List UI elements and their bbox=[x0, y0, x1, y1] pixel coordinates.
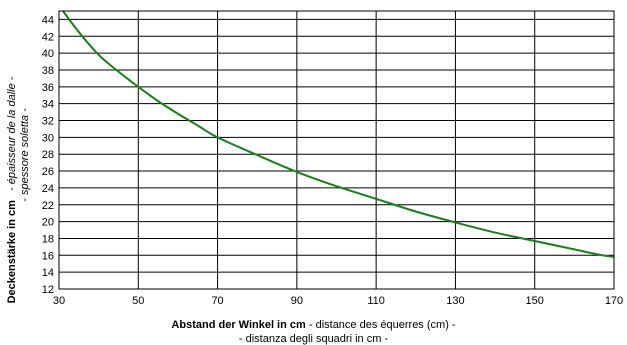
y-tick-label: 40 bbox=[42, 48, 54, 60]
y-tick-label: 18 bbox=[42, 233, 54, 245]
y-axis-label-line-2: - spessore soletta - bbox=[19, 108, 31, 202]
x-tick-label: 110 bbox=[367, 295, 385, 307]
y-axis-label-bold: Deckenstärke in cm bbox=[6, 200, 18, 304]
x-tick-label: 50 bbox=[132, 295, 144, 307]
plot-frame bbox=[58, 10, 615, 290]
y-tick-label: 16 bbox=[42, 250, 54, 262]
y-tick-labels: 12 14 16 18 20 22 24 26 28 30 32 34 36 38 40 42 44 bbox=[42, 14, 54, 296]
x-tick-label: 130 bbox=[446, 295, 464, 307]
y-axis-label: Deckenstärke in cm - épaisseur de la dal… bbox=[6, 76, 18, 303]
x-axis-label: Abstand der Winkel in cm - distance des … bbox=[0, 319, 627, 331]
x-axis-label-bold: Abstand der Winkel in cm bbox=[171, 319, 306, 331]
y-tick-label: 12 bbox=[42, 284, 54, 296]
y-tick-label: 44 bbox=[42, 14, 54, 26]
x-tick-labels: 30 50 70 90 110 130 150 170 bbox=[53, 295, 623, 307]
x-tick-label: 30 bbox=[53, 295, 65, 307]
y-tick-label: 36 bbox=[42, 82, 54, 94]
x-axis-label-rest: - distance des équerres (cm) - bbox=[305, 319, 456, 331]
y-tick-label: 38 bbox=[42, 65, 54, 77]
y-tick-label: 26 bbox=[42, 166, 54, 178]
y-tick-label: 22 bbox=[42, 200, 54, 212]
y-tick-label: 42 bbox=[42, 31, 54, 43]
y-tick-label: 34 bbox=[42, 99, 54, 111]
grid-lines bbox=[58, 11, 615, 290]
y-tick-label: 14 bbox=[42, 267, 54, 279]
y-tick-label: 24 bbox=[42, 183, 54, 195]
y-tick-label: 20 bbox=[42, 217, 54, 229]
y-tick-label: 32 bbox=[42, 116, 54, 128]
series-line bbox=[62, 10, 615, 258]
y-tick-label: 28 bbox=[42, 149, 54, 161]
x-axis-label-line-2: - distanza degli squadri in cm - bbox=[238, 333, 389, 345]
y-axis-label-italic-1: - épaisseur de la dalle - bbox=[6, 76, 18, 200]
x-tick-label: 170 bbox=[605, 295, 623, 307]
x-tick-label: 90 bbox=[291, 295, 303, 307]
x-tick-label: 70 bbox=[211, 295, 223, 307]
x-tick-label: 150 bbox=[526, 295, 544, 307]
y-tick-label: 30 bbox=[42, 132, 54, 144]
series-layer bbox=[62, 10, 615, 258]
